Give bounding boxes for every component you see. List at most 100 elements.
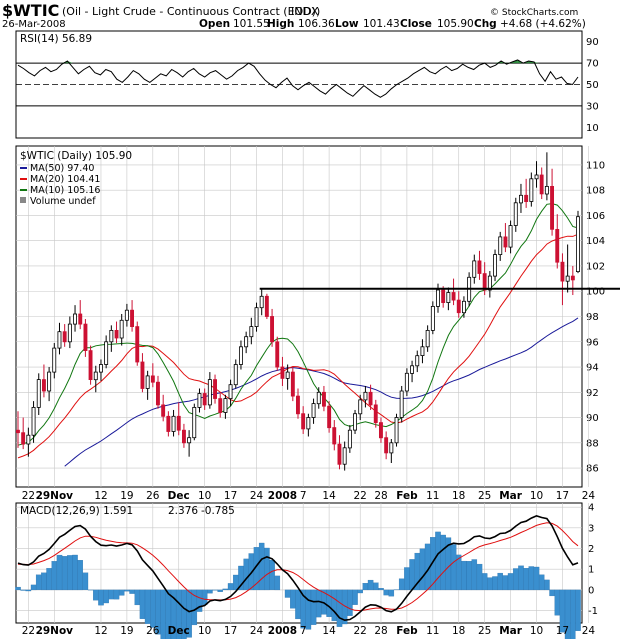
macd-histogram-bar — [20, 589, 26, 591]
candle-body — [213, 379, 217, 399]
high-value: 106.36 — [298, 18, 335, 30]
ma10-legend: MA(10) 105.16 — [30, 185, 100, 196]
ma50-legend: MA(50) 97.40 — [30, 163, 94, 174]
candle-body — [187, 437, 192, 444]
macd-histogram-bar — [466, 561, 472, 591]
candle-body — [124, 309, 129, 321]
x-axis-labels-macd: 22 29Nov 12 19 26 Dec 10 17 24 2008 7 14 22 28 Feb 11 18… — [22, 625, 596, 637]
candle-body — [166, 415, 171, 432]
x-axis-label: Dec — [168, 625, 190, 637]
macd-histogram-bar — [305, 589, 312, 630]
candle-body — [503, 236, 508, 248]
candle-body — [62, 331, 67, 343]
price-tick-label: 86 — [586, 464, 599, 475]
candle-body — [280, 366, 285, 379]
candle-body — [441, 289, 446, 304]
rsi-line — [17, 59, 579, 98]
price-tick-label: 92 — [586, 388, 599, 399]
candle-body — [508, 225, 513, 248]
candle-body — [472, 260, 477, 278]
rsi-overbought-fill — [501, 60, 507, 64]
close-label: Close — [400, 18, 432, 30]
candle-body — [373, 404, 378, 423]
x-axis-label: 18 — [452, 625, 465, 637]
candle-body — [415, 355, 420, 367]
x-axis-label: Mar — [499, 625, 523, 637]
x-axis-label: 17 — [224, 490, 237, 502]
price-layer: 86 88 90 92 94 96 98 100 102 104 106 108 110 — [15, 146, 620, 487]
macd-histogram-bar — [331, 589, 338, 622]
candle-body — [114, 329, 119, 339]
macd-histogram-bar — [222, 588, 229, 591]
x-axis-label: 2008 — [268, 625, 297, 637]
candle-body — [555, 228, 560, 263]
candle-body — [109, 329, 114, 343]
price-tick-label: 108 — [586, 186, 605, 197]
macd-tick-label: 2 — [588, 544, 594, 555]
macd-histogram-bar — [233, 574, 239, 591]
rsi-tick-label: 50 — [586, 80, 599, 91]
price-tick-label: 100 — [586, 287, 605, 298]
x-axis-label: 22 — [22, 490, 35, 502]
candle-body — [410, 365, 414, 374]
macd-histogram-bar — [450, 544, 457, 591]
candle-body — [150, 375, 155, 383]
candle-body — [456, 299, 461, 314]
x-axis-label: 29Nov — [36, 625, 74, 637]
x-axis-label: 10 — [198, 625, 211, 637]
price-tick-label: 110 — [586, 160, 605, 171]
x-axis-label: 10 — [530, 490, 543, 502]
candle-body — [202, 393, 207, 406]
x-axis-label: 22 — [22, 625, 35, 637]
macd-histogram-bar — [373, 582, 379, 591]
copyright: © StockCharts.com — [490, 8, 578, 18]
macd-histogram-bar — [502, 575, 509, 591]
candle-body — [104, 341, 109, 365]
macd-histogram-bar — [269, 559, 275, 590]
macd-histogram-bar — [404, 567, 410, 591]
candle-body — [207, 379, 212, 406]
candle-body — [487, 275, 492, 291]
macd-histogram-bar — [528, 566, 535, 591]
candle-body — [36, 379, 41, 408]
macd-histogram-bar — [440, 534, 446, 591]
macd-histogram-bar — [435, 531, 441, 591]
x-axis-label: 28 — [374, 625, 387, 637]
x-axis-label: 17 — [556, 490, 569, 502]
candle-body — [140, 361, 145, 389]
candle-body — [15, 429, 20, 434]
candle-body — [301, 413, 306, 430]
candle-body — [67, 323, 72, 343]
macd-tick-label: 1 — [588, 565, 594, 576]
macd-histogram-bar — [35, 574, 42, 590]
candle-body — [285, 371, 290, 379]
macd-histogram-bar — [51, 561, 58, 591]
candle-body — [78, 313, 83, 325]
candle-body — [420, 346, 425, 356]
high-label: High — [267, 18, 294, 30]
macd-histogram-bar — [549, 589, 555, 597]
candle-body — [570, 275, 575, 281]
macd-histogram-bar — [15, 586, 21, 591]
candle-body — [228, 384, 233, 400]
macd-histogram-bar — [134, 589, 141, 606]
chart-symbol: $WTIC — [2, 1, 59, 20]
macd-histogram-bar — [77, 560, 83, 591]
x-axis-label: 26 — [146, 625, 160, 637]
ma20-line — [17, 233, 579, 459]
rsi-overbought-fill — [534, 62, 540, 64]
candle-body — [534, 174, 539, 180]
price-tick-label: 98 — [586, 312, 599, 323]
macd-histogram-bar — [103, 589, 109, 604]
candle-body — [42, 379, 46, 392]
macd-histogram-bar — [290, 589, 296, 609]
macd-histogram-bar — [41, 572, 47, 591]
macd-histogram-bar — [544, 579, 550, 591]
candle-body — [451, 292, 456, 301]
macd-legend: MACD(12,26,9) 1.591 2.376 -0.785 — [20, 505, 235, 517]
candle-body — [218, 398, 223, 413]
x-axis-label: 11 — [426, 625, 439, 637]
candle-body — [461, 300, 466, 314]
macd-histogram-bar — [30, 584, 37, 591]
